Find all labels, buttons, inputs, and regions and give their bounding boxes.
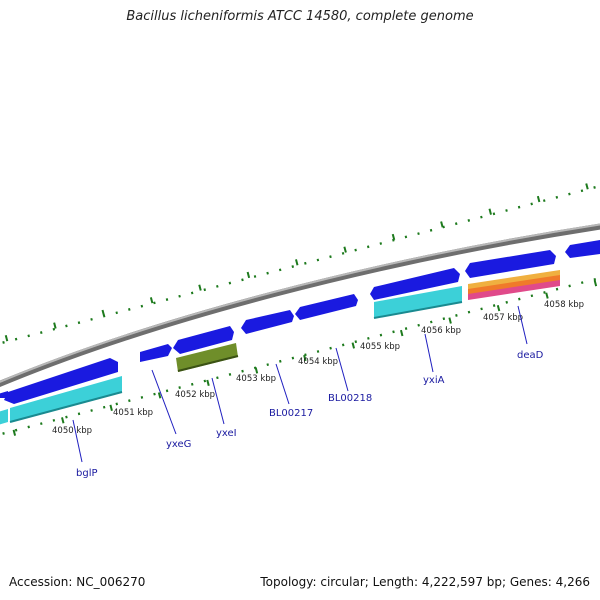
highlight-feature xyxy=(176,343,239,372)
kbp-4056-label: 4056 kbp xyxy=(421,326,461,336)
gene-labels: bglP yxeG yxeI BL00217 BL00218 yxiA deaD xyxy=(76,350,544,479)
gene-label-BL00217: BL00217 xyxy=(269,408,313,419)
cds-block xyxy=(0,409,8,425)
gene-label-yxiA: yxiA xyxy=(423,375,445,386)
kbp-4057-label: 4057 kbp xyxy=(483,313,523,323)
kbp-4051-label: 4051 kbp xyxy=(113,408,153,418)
kbp-4058-label: 4058 kbp xyxy=(544,300,584,310)
gene-arrow xyxy=(173,326,234,354)
kbp-4055-label: 4055 kbp xyxy=(360,342,400,352)
gene-arrow xyxy=(565,240,600,258)
gene-label-yxeI: yxeI xyxy=(216,428,237,439)
kbp-4050-label: 4050 kbp xyxy=(52,426,92,436)
genome-summary-text: Topology: circular; Length: 4,222,597 bp… xyxy=(260,575,590,589)
gene-arrow xyxy=(295,294,358,320)
forward-strand-features xyxy=(0,240,600,404)
outer-tick-ruler xyxy=(0,180,600,345)
kbp-4054-label: 4054 kbp xyxy=(298,357,338,367)
cds-block xyxy=(10,376,122,422)
gene-label-lines xyxy=(72,305,528,463)
deaD-feature-bands xyxy=(468,270,560,300)
gene-arrow xyxy=(4,358,118,404)
kbp-4053-label: 4053 kbp xyxy=(236,374,276,384)
kbp-labels: 4050 kbp 4051 kbp 4052 kbp 4053 kbp 4054… xyxy=(52,300,584,436)
inner-tick-ruler xyxy=(0,276,600,440)
gene-label-bglP: bglP xyxy=(76,468,98,479)
accession-text: Accession: NC_006270 xyxy=(9,575,146,589)
genome-title: Bacillus licheniformis ATCC 14580, compl… xyxy=(126,9,474,24)
cds-block xyxy=(374,286,462,318)
gene-arrow xyxy=(465,250,556,278)
kbp-4052-label: 4052 kbp xyxy=(175,390,215,400)
gene-label-deaD: deaD xyxy=(517,350,544,361)
genome-backbone xyxy=(0,223,600,388)
gene-arrow xyxy=(241,310,294,334)
gene-arrow xyxy=(370,268,460,300)
gene-label-BL00218: BL00218 xyxy=(328,393,372,404)
gene-arrow xyxy=(140,344,172,362)
gene-label-yxeG: yxeG xyxy=(166,439,191,450)
cds-features xyxy=(0,286,463,425)
